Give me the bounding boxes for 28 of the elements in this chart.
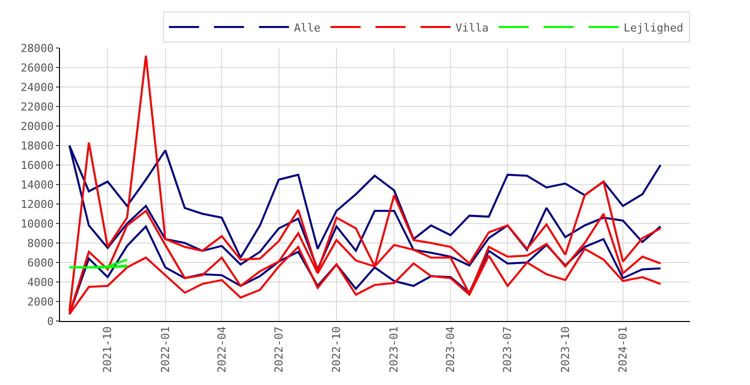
y-tick-label: 12000 xyxy=(20,198,54,211)
y-tick-label: 4000 xyxy=(27,276,54,289)
x-tick-label: 2021-10 xyxy=(101,326,114,373)
x-tick-label: 2022-04 xyxy=(215,326,228,373)
y-tick-label: 26000 xyxy=(20,61,54,74)
y-tick-label: 20000 xyxy=(20,120,54,133)
y-tick-label: 28000 xyxy=(20,42,54,55)
x-tick-label: 2023-10 xyxy=(558,326,572,373)
y-tick-label: 22000 xyxy=(20,100,54,114)
x-tick-label: 2022-01 xyxy=(158,326,172,373)
x-tick-label: 2024-01 xyxy=(616,326,630,373)
x-tick-label: 2022-10 xyxy=(330,326,344,373)
y-tick-label: 14000 xyxy=(20,178,54,192)
legend-label: Alle xyxy=(294,21,320,34)
y-tick-label: 16000 xyxy=(20,158,54,172)
y-tick-label: 8000 xyxy=(27,236,54,250)
y-tick-label: 2000 xyxy=(27,295,54,308)
legend-label: Villa xyxy=(456,21,489,34)
y-tick-label: 10000 xyxy=(20,217,54,230)
legend-label: Lejlighed xyxy=(624,21,684,34)
x-tick-label: 2022-07 xyxy=(272,326,286,373)
x-tick-label: 2023-04 xyxy=(444,326,458,373)
y-tick-label: 0 xyxy=(47,314,54,328)
x-tick-label: 2023-07 xyxy=(501,326,514,373)
y-tick-label: 6000 xyxy=(27,256,54,270)
x-tick-label: 2023-01 xyxy=(388,326,401,373)
y-tick-label: 24000 xyxy=(20,80,54,94)
y-tick-label: 18000 xyxy=(20,139,54,152)
